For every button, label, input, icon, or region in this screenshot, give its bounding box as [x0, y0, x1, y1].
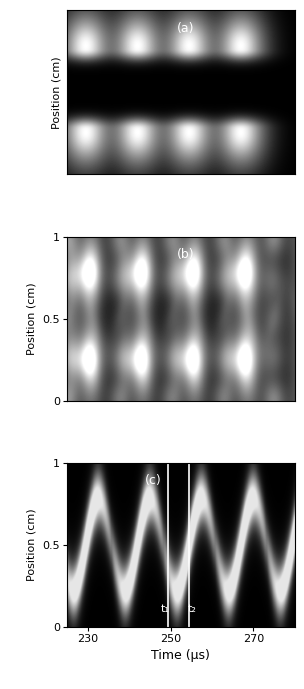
- X-axis label: Time (μs): Time (μs): [151, 650, 210, 663]
- Y-axis label: Position (cm): Position (cm): [51, 56, 61, 129]
- Text: (a): (a): [177, 22, 194, 35]
- Text: (c): (c): [145, 475, 162, 487]
- Y-axis label: Position (cm): Position (cm): [27, 508, 37, 582]
- Text: t₂: t₂: [188, 604, 197, 614]
- Text: t₁: t₁: [161, 604, 170, 614]
- Y-axis label: Position (cm): Position (cm): [27, 282, 37, 355]
- Text: (b): (b): [177, 248, 194, 261]
